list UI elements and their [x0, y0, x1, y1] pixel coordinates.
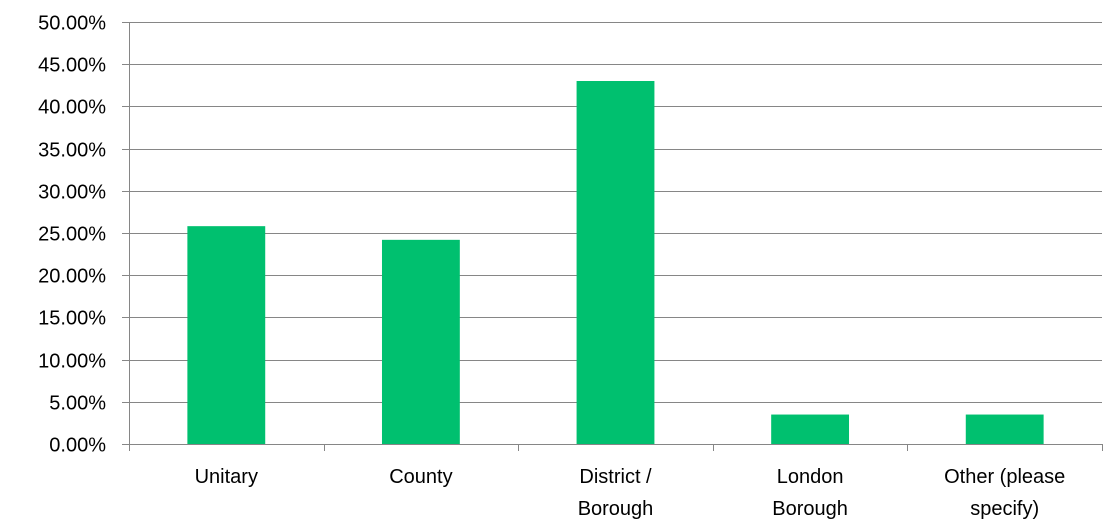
bar-layer	[187, 80, 1044, 444]
x-category-label: Unitary	[195, 466, 258, 488]
x-category-label: Other (please specify)	[944, 466, 1065, 520]
bar	[381, 239, 460, 444]
y-tick-label: 50.00%	[38, 13, 106, 35]
x-category-label: County	[389, 466, 452, 488]
bar	[965, 414, 1044, 444]
y-tick-label: 40.00%	[38, 97, 106, 119]
y-tick-label: 30.00%	[38, 182, 106, 204]
y-tick-label: 5.00%	[49, 393, 106, 415]
y-tick-label: 10.00%	[38, 351, 106, 373]
y-tick-label: 15.00%	[38, 308, 106, 330]
bar	[771, 414, 850, 444]
y-tick-label: 25.00%	[38, 224, 106, 246]
axis-layer	[122, 22, 1103, 451]
bar	[576, 80, 655, 444]
y-tick-label: 35.00%	[38, 140, 106, 162]
bar	[187, 226, 266, 444]
x-category-label: District / Borough	[578, 466, 654, 520]
label-layer: 0.00% 5.00% 10.00% 15.00% 20.00% 25.00% 30.00%…	[38, 13, 1065, 521]
x-category-label: London Borough	[772, 466, 848, 520]
y-tick-label: 45.00%	[38, 55, 106, 77]
y-tick-label: 0.00%	[49, 435, 106, 457]
y-tick-label: 20.00%	[38, 266, 106, 288]
